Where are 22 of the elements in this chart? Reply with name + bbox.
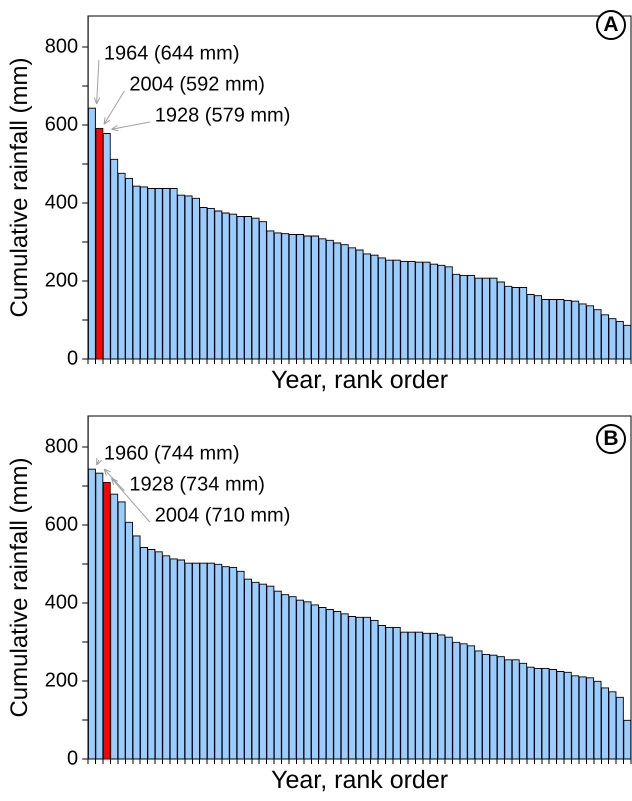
annotation: 2004 (592 mm): [129, 74, 265, 96]
x-axis-title: Year, rank order: [271, 366, 448, 394]
text: B: [596, 424, 626, 454]
y-tick-label: 200: [44, 270, 78, 292]
y-tick-label: 400: [44, 592, 78, 614]
y-axis-title: Cumulative rainfall (mm): [6, 57, 34, 318]
y-tick-label: 400: [44, 192, 78, 214]
y-tick-label: 800: [44, 436, 78, 458]
y-tick-label: 0: [67, 348, 78, 370]
y-axis-title: Cumulative rainfall (mm): [6, 457, 34, 718]
y-tick-label: 0: [67, 748, 78, 770]
chart-title: A: [596, 10, 626, 40]
y-tick-label: 800: [44, 36, 78, 58]
annotation: 1960 (744 mm): [104, 442, 240, 465]
annotation: 1964 (644 mm): [104, 42, 240, 65]
annotation: 1928 (734 mm): [129, 474, 265, 496]
annotation: 2004 (710 mm): [154, 504, 290, 527]
annotation: 1928 (579 mm): [154, 104, 290, 127]
y-tick-label: 600: [44, 514, 78, 536]
y-tick-label: 600: [44, 114, 78, 136]
y-tick-label: 200: [44, 670, 78, 692]
x-axis-title: Year, rank order: [271, 766, 448, 794]
